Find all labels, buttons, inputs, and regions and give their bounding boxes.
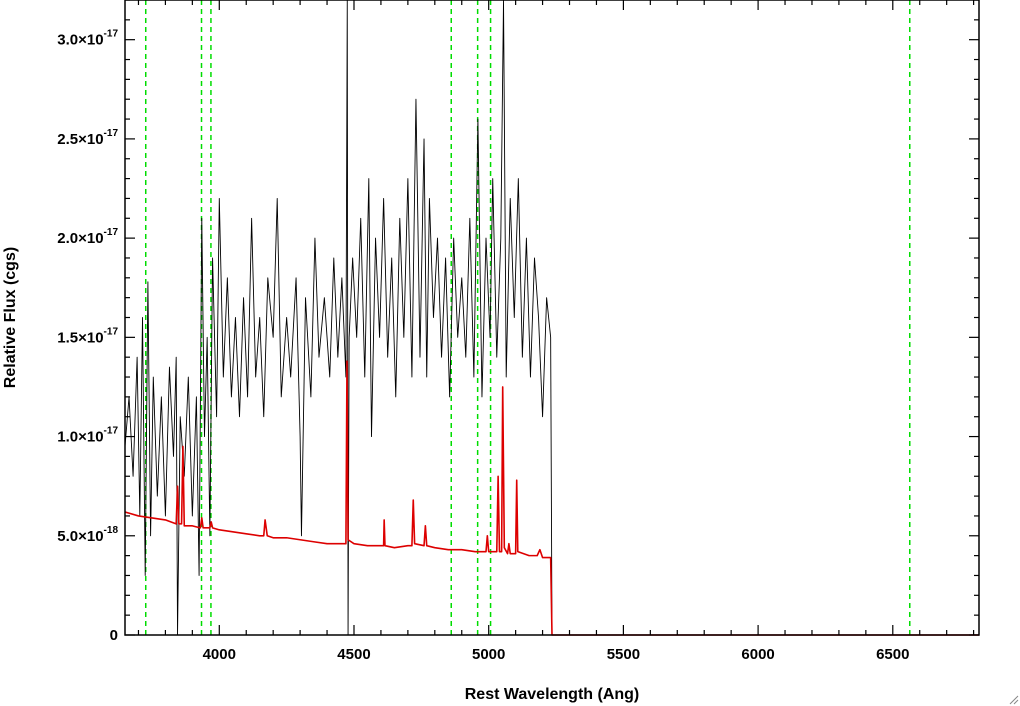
y-tick-label: 1.0×10-17 [57,426,118,446]
y-tick-label: 0 [110,627,118,644]
spectrum-series [124,0,979,636]
x-tick-label: 5500 [607,646,640,663]
y-axis-title: Relative Flux (cgs) [2,247,19,388]
y-tick-label: 2.0×10-17 [57,227,118,247]
emission-line-markers [144,0,911,635]
model-spectrum-line [124,360,979,636]
resize-grip-icon[interactable] [1009,695,1019,705]
x-tick-label: 6500 [876,646,909,663]
x-axis-title: Rest Wavelength (Ang) [465,686,640,703]
axis-ticks [125,0,979,636]
tick-labels: 4000 4500 5000 5500 6000 6500 0 5.0×10-18 1.0×10… [57,29,909,663]
y-tick-label: 3.0×10-17 [57,29,118,49]
y-tick-label: 5.0×10-18 [57,525,118,545]
x-tick-label: 6000 [741,646,774,663]
y-tick-label: 1.5×10-17 [57,326,118,346]
x-tick-label: 5000 [472,646,505,663]
x-tick-label: 4500 [337,646,370,663]
x-tick-label: 4000 [203,646,236,663]
plot-frame [124,0,980,636]
y-tick-label: 2.5×10-17 [57,128,118,148]
observed-spectrum-line [124,0,979,636]
